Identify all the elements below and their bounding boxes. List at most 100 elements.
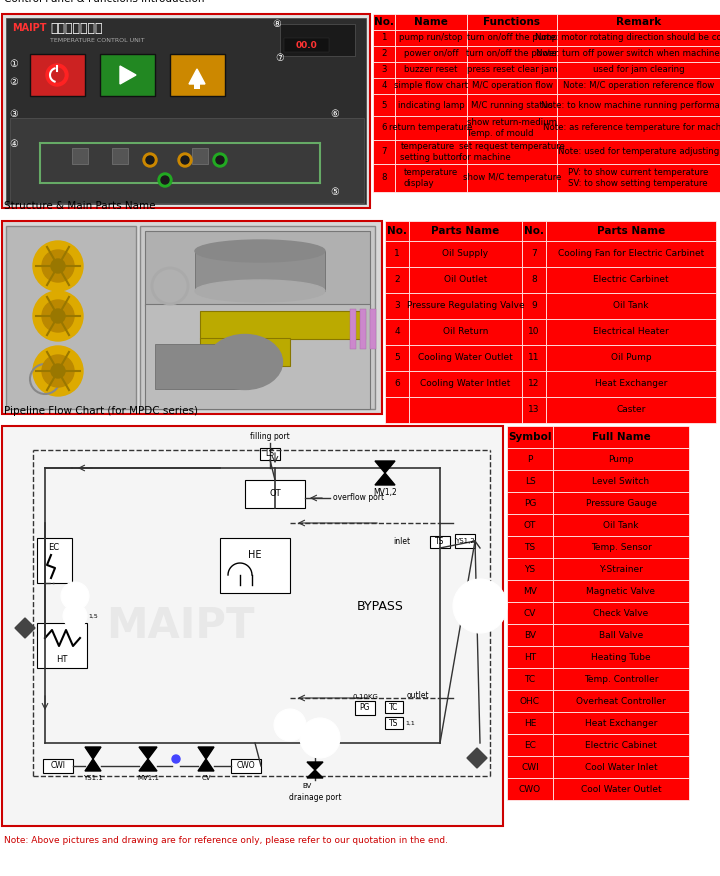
- Bar: [553, 624, 689, 646]
- Text: PV: to show current temperature
SV: to show setting temperature: PV: to show current temperature SV: to s…: [568, 168, 708, 187]
- Text: Oil Return: Oil Return: [443, 328, 488, 336]
- Text: Parts Name: Parts Name: [431, 226, 500, 236]
- Bar: [507, 668, 553, 690]
- Bar: [557, 140, 720, 164]
- Circle shape: [42, 355, 74, 387]
- Text: used for jam clearing: used for jam clearing: [593, 66, 684, 74]
- Bar: [553, 492, 689, 514]
- Text: Oil Pump: Oil Pump: [611, 354, 652, 363]
- Bar: [557, 14, 720, 30]
- Text: Note: to know machine running performance: Note: to know machine running performanc…: [541, 101, 720, 110]
- Bar: [522, 241, 546, 267]
- Bar: [553, 712, 689, 734]
- Bar: [373, 14, 395, 30]
- Bar: [507, 470, 553, 492]
- Bar: [43, 759, 73, 773]
- Text: 1,5: 1,5: [88, 613, 98, 618]
- Text: temperature
setting button: temperature setting button: [400, 142, 462, 162]
- Polygon shape: [15, 618, 35, 638]
- Bar: [467, 46, 557, 62]
- Text: HT: HT: [56, 655, 68, 665]
- Bar: [522, 319, 546, 345]
- Text: 13: 13: [528, 406, 540, 414]
- Bar: [553, 778, 689, 800]
- Text: 11: 11: [528, 354, 540, 363]
- Text: BV: BV: [302, 783, 312, 789]
- Polygon shape: [198, 759, 214, 771]
- Bar: [553, 646, 689, 668]
- Text: Electrical Heater: Electrical Heater: [593, 328, 669, 336]
- Text: M: M: [284, 720, 295, 730]
- Bar: [200, 311, 365, 339]
- Bar: [385, 717, 403, 729]
- Bar: [546, 241, 716, 267]
- Text: turn on/off the pump: turn on/off the pump: [467, 33, 557, 43]
- Ellipse shape: [195, 280, 325, 302]
- Ellipse shape: [195, 240, 325, 262]
- Circle shape: [33, 291, 83, 341]
- Bar: [385, 319, 409, 345]
- Bar: [557, 62, 720, 78]
- Bar: [6, 226, 136, 409]
- Text: Oil Supply: Oil Supply: [442, 250, 489, 258]
- Bar: [395, 30, 467, 46]
- Bar: [553, 580, 689, 602]
- Text: EC: EC: [524, 740, 536, 750]
- Circle shape: [158, 173, 172, 187]
- Text: set request temperature
for machine: set request temperature for machine: [459, 142, 565, 162]
- Bar: [507, 536, 553, 558]
- Bar: [557, 30, 720, 46]
- Text: Note: motor rotating direction should be correct: Note: motor rotating direction should be…: [535, 33, 720, 43]
- Bar: [467, 164, 557, 192]
- Text: 7: 7: [531, 250, 537, 258]
- Text: outlet: outlet: [407, 690, 430, 700]
- Bar: [112, 148, 128, 164]
- Text: Oil Tank: Oil Tank: [603, 520, 639, 529]
- Text: M/C operation flow: M/C operation flow: [472, 81, 552, 90]
- Circle shape: [33, 346, 83, 396]
- Text: CV: CV: [524, 609, 536, 618]
- Text: MAIPT: MAIPT: [12, 23, 47, 33]
- Bar: [373, 30, 395, 46]
- Text: Magnetic Valve: Magnetic Valve: [587, 587, 655, 596]
- Bar: [553, 558, 689, 580]
- Bar: [145, 231, 370, 306]
- Text: Electric Cabinet: Electric Cabinet: [585, 740, 657, 750]
- Text: 8: 8: [382, 173, 387, 182]
- Text: Pressure Gauge: Pressure Gauge: [585, 498, 657, 507]
- Bar: [546, 345, 716, 371]
- Bar: [385, 397, 409, 423]
- Bar: [522, 371, 546, 397]
- Bar: [522, 267, 546, 293]
- Text: No.: No.: [374, 17, 394, 27]
- Bar: [373, 116, 395, 140]
- Text: press reset clear jam: press reset clear jam: [467, 66, 557, 74]
- Bar: [373, 94, 395, 116]
- Text: buzzer reset: buzzer reset: [404, 66, 458, 74]
- Text: 5: 5: [394, 354, 400, 363]
- Text: HE: HE: [248, 550, 262, 560]
- Text: 10: 10: [528, 328, 540, 336]
- Text: Overheat Controller: Overheat Controller: [576, 696, 666, 705]
- Bar: [220, 538, 290, 593]
- Bar: [467, 94, 557, 116]
- Text: 3: 3: [382, 66, 387, 74]
- Bar: [546, 319, 716, 345]
- Bar: [10, 118, 364, 203]
- Bar: [145, 304, 370, 409]
- Bar: [385, 267, 409, 293]
- Text: Y-Strainer: Y-Strainer: [599, 564, 643, 574]
- Text: simple flow chart: simple flow chart: [394, 81, 468, 90]
- Text: YS: YS: [524, 564, 536, 574]
- Circle shape: [51, 364, 65, 378]
- Circle shape: [46, 64, 68, 86]
- Bar: [522, 221, 546, 241]
- Text: OHC: OHC: [520, 696, 540, 705]
- Text: CWI: CWI: [50, 761, 66, 771]
- Circle shape: [453, 579, 507, 633]
- Bar: [373, 164, 395, 192]
- Bar: [395, 140, 467, 164]
- Circle shape: [161, 176, 169, 184]
- Text: 8: 8: [531, 275, 537, 285]
- Text: Note: turn off power switch when machine stop: Note: turn off power switch when machine…: [536, 50, 720, 59]
